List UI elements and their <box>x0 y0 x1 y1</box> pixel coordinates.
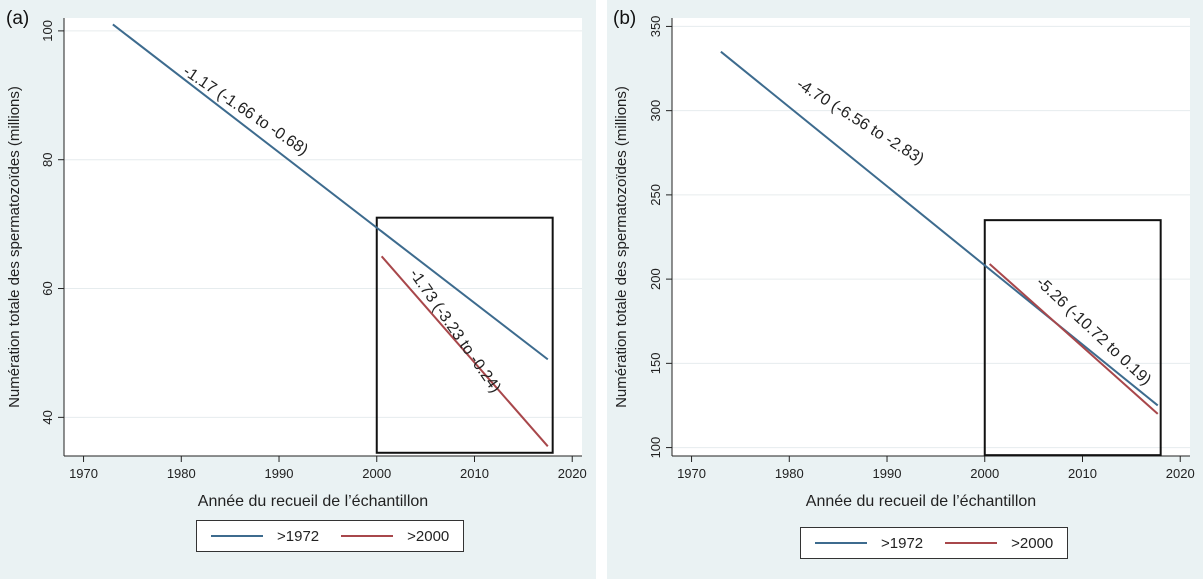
x-tick-label: 1980 <box>167 466 196 481</box>
y-tick-label: 80 <box>40 152 55 166</box>
highlight-box <box>375 216 554 454</box>
y-tick-label: 40 <box>40 410 55 424</box>
x-axis-title: Année du recueil de l’échantillon <box>198 493 428 510</box>
x-tick-label: 2000 <box>362 466 391 481</box>
series-line-1972 <box>112 23 549 361</box>
y-tick-label: 300 <box>648 100 663 122</box>
y-tick-label: 250 <box>648 184 663 206</box>
x-tick-label: 2000 <box>970 466 999 481</box>
legend-label-2000: >2000 <box>407 527 450 545</box>
x-axis-title: Année du recueil de l’échantillon <box>806 493 1036 510</box>
x-tick-label: 1990 <box>265 466 294 481</box>
chart-a-legend: >1972 >2000 <box>196 520 465 552</box>
series-line-2000 <box>988 263 1159 415</box>
panel-label: (a) <box>6 8 29 29</box>
legend-item-2000: >2000 <box>945 535 1053 552</box>
legend-item-1972: >1972 <box>815 535 923 552</box>
x-tick-label: 1990 <box>873 466 902 481</box>
legend-swatch-1972 <box>815 542 867 544</box>
y-tick-label: 200 <box>648 268 663 290</box>
plot-area <box>64 18 582 456</box>
x-tick-label: 1970 <box>69 466 98 481</box>
legend-item-1972: >1972 <box>211 528 319 545</box>
y-tick-label: 60 <box>40 281 55 295</box>
chart-b-legend: >1972 >2000 <box>800 527 1069 559</box>
y-axis-title: Numération totale des spermatozoïdes (mi… <box>613 86 630 408</box>
x-tick-label: 2020 <box>1166 466 1195 481</box>
x-tick-label: 2010 <box>1068 466 1097 481</box>
series-line-1972 <box>720 50 1159 407</box>
x-tick-label: 2010 <box>460 466 489 481</box>
legend-label-2000: >2000 <box>1011 534 1054 552</box>
legend-label-1972: >1972 <box>881 534 924 552</box>
x-tick-label: 2020 <box>558 466 587 481</box>
legend-swatch-2000 <box>945 542 998 544</box>
chart-panel-a: 1970 1980 1990 2000 2010 2020 40 60 80 100 -1.17 (… <box>0 0 596 579</box>
series-line-2000 <box>380 255 549 447</box>
y-tick-label: 100 <box>648 437 663 459</box>
panel-label: (b) <box>613 8 636 29</box>
legend-swatch-1972 <box>211 535 263 537</box>
chart-panel-b: 1970 1980 1990 2000 2010 2020 100 150 200 250 300 3… <box>607 0 1203 579</box>
legend-item-2000: >2000 <box>341 528 449 545</box>
x-tick-label: 1980 <box>775 466 804 481</box>
legend-label-1972: >1972 <box>277 527 320 545</box>
y-tick-label: 100 <box>40 20 55 42</box>
highlight-box <box>983 219 1162 457</box>
chart-b-svg: 1970 1980 1990 2000 2010 2020 100 150 200 250 300 3… <box>613 8 1195 510</box>
y-tick-label: 150 <box>648 352 663 374</box>
plot-area <box>672 18 1190 456</box>
y-tick-label: 350 <box>648 16 663 38</box>
y-axis-title: Numération totale des spermatozoïdes (mi… <box>6 86 23 408</box>
x-tick-label: 1970 <box>677 466 706 481</box>
legend-swatch-2000 <box>341 535 394 537</box>
